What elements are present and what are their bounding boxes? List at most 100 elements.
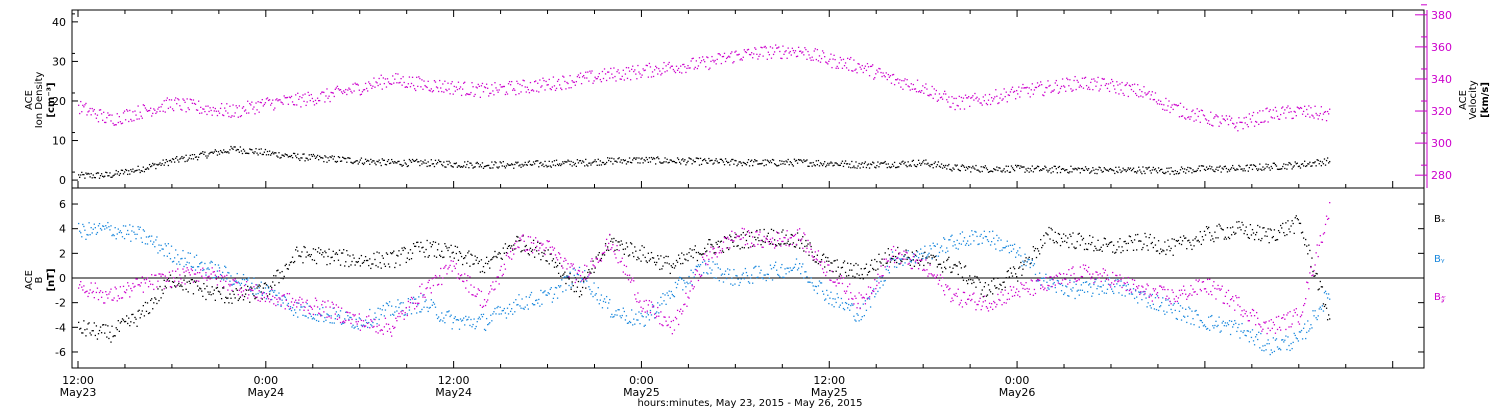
data-point — [1070, 88, 1072, 90]
data-point — [84, 229, 86, 231]
data-point — [769, 160, 772, 162]
data-point — [554, 164, 557, 167]
data-point — [933, 245, 935, 247]
data-point — [752, 57, 754, 59]
data-point — [172, 260, 175, 263]
data-point — [931, 85, 933, 88]
data-point — [771, 243, 774, 245]
data-point — [1314, 275, 1316, 277]
data-point — [888, 254, 891, 256]
data-point — [1301, 231, 1304, 233]
data-point — [1218, 316, 1220, 318]
data-point — [105, 121, 107, 124]
data-point — [133, 231, 135, 233]
data-point — [1171, 238, 1173, 240]
data-point — [1309, 249, 1311, 252]
data-point — [653, 69, 656, 71]
data-point — [289, 97, 292, 99]
data-point — [314, 248, 317, 251]
data-point — [1140, 292, 1142, 294]
data-point — [932, 167, 934, 169]
data-point — [1326, 297, 1329, 299]
data-point — [925, 159, 927, 161]
data-point — [212, 152, 214, 154]
data-point — [95, 117, 98, 119]
data-point — [227, 151, 229, 153]
data-point — [1211, 166, 1213, 168]
data-point — [186, 98, 188, 100]
data-point — [1194, 238, 1196, 240]
data-point — [415, 159, 417, 162]
data-point — [109, 114, 111, 116]
data-point — [1292, 117, 1294, 119]
data-point — [207, 155, 209, 157]
data-point — [938, 263, 941, 265]
data-point — [1088, 168, 1090, 170]
data-point — [1257, 112, 1259, 114]
data-point — [1291, 347, 1293, 350]
data-point — [530, 291, 533, 294]
data-point — [171, 108, 174, 110]
data-point — [111, 114, 113, 116]
data-point — [816, 292, 819, 295]
data-point — [1128, 84, 1131, 87]
data-point — [1191, 248, 1193, 251]
data-point — [154, 297, 156, 299]
data-point — [96, 287, 99, 289]
data-point — [380, 74, 382, 76]
data-point — [231, 147, 233, 149]
data-point — [1184, 316, 1186, 318]
data-point — [937, 263, 940, 266]
data-point — [1081, 289, 1084, 291]
data-point — [767, 273, 769, 276]
data-point — [1219, 331, 1221, 333]
data-point — [939, 246, 942, 249]
data-point — [1002, 169, 1004, 172]
data-point — [680, 263, 682, 265]
data-point — [805, 160, 807, 162]
data-point — [1254, 165, 1257, 168]
data-point — [1006, 170, 1008, 172]
data-point — [1076, 79, 1078, 82]
data-point — [1007, 245, 1009, 247]
data-point — [104, 332, 106, 334]
data-point — [1085, 84, 1088, 87]
data-point — [336, 253, 339, 256]
data-point — [953, 168, 955, 170]
data-point — [379, 308, 381, 310]
data-point — [807, 243, 809, 245]
data-point — [269, 285, 272, 287]
data-point — [1045, 86, 1047, 89]
data-point — [1221, 167, 1223, 169]
data-point — [890, 82, 893, 84]
data-point — [605, 161, 608, 164]
data-point — [583, 161, 585, 163]
data-point — [949, 106, 951, 108]
data-point — [1127, 95, 1129, 98]
data-point — [1059, 283, 1062, 285]
data-point — [890, 259, 893, 261]
data-point — [742, 161, 744, 164]
data-point — [661, 72, 663, 75]
data-point — [1193, 245, 1195, 247]
data-point — [1043, 280, 1045, 282]
data-point — [549, 288, 551, 291]
data-point — [103, 176, 105, 178]
data-point — [765, 164, 767, 166]
data-point — [620, 78, 622, 80]
data-point — [407, 252, 410, 254]
data-point — [1017, 93, 1019, 95]
data-point — [103, 302, 105, 304]
data-point — [1133, 171, 1136, 173]
data-point — [156, 163, 158, 166]
data-point — [78, 287, 80, 289]
data-point — [767, 51, 769, 53]
data-point — [1089, 234, 1091, 237]
data-point — [855, 68, 857, 70]
data-point — [422, 161, 424, 163]
data-point — [1223, 166, 1225, 168]
data-point — [1136, 94, 1138, 97]
x-time-label: 0:00 — [629, 374, 654, 387]
data-point — [1261, 169, 1263, 171]
